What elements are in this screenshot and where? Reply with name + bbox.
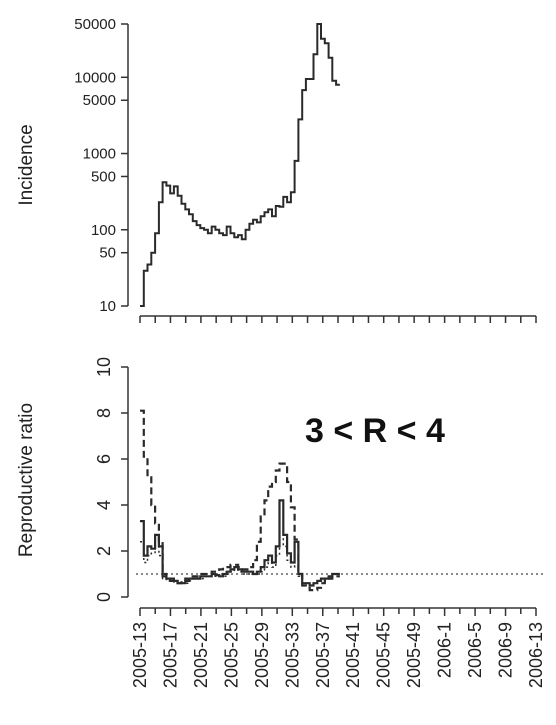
ratio-series-dashed-line [140, 409, 340, 592]
ratio-series-solid-line [140, 499, 340, 587]
incidence-y-tick-label: 50000 [74, 16, 116, 33]
ratio-y-tick-label: 6 [94, 454, 114, 464]
incidence-y-tick-label: 50 [99, 245, 116, 262]
ratio-y-tick-label: 4 [94, 500, 114, 510]
incidence-y-tick-label: 5000 [83, 92, 116, 109]
ratio-y-tick-label: 2 [94, 546, 114, 556]
ratio-x-tick-label: 2005-49 [404, 622, 424, 688]
ratio-x-tick-label: 2005-13 [130, 622, 150, 688]
ratio-x-tick-label: 2006-9 [496, 622, 516, 678]
ratio-x-tick-label: 2005-37 [313, 622, 333, 688]
incidence-y-tick-label: 1000 [83, 146, 116, 163]
ratio-y-tick-label: 0 [94, 592, 114, 602]
incidence-y-tick-label: 10 [99, 298, 116, 315]
r-range-annotation: 3 < R < 4 [305, 412, 445, 450]
incidence-y-axis-label: Incidence [16, 124, 37, 205]
ratio-series-dotted-line [140, 522, 340, 587]
ratio-y-tick-label: 8 [94, 408, 114, 418]
ratio-x-tick-label: 2006-5 [465, 622, 485, 678]
incidence-y-tick-label: 10000 [74, 69, 116, 86]
ratio-x-tick-label: 2005-29 [252, 622, 272, 688]
reproductive-ratio-panel: 0 2 4 6 8 10 2005-13 2005-17 2005-21 2005-25 2005… [16, 357, 546, 688]
ratio-x-tick-label: 2005-25 [221, 622, 241, 688]
incidence-y-tick-label: 500 [91, 168, 116, 185]
ratio-x-tick-label: 2006-13 [526, 622, 546, 688]
incidence-y-tick-label: 100 [91, 222, 116, 239]
incidence-panel: 10 50 100 500 1000 5000 10000 50000 Incidence [16, 16, 537, 323]
ratio-x-tick-label: 2005-41 [343, 622, 363, 688]
ratio-x-tick-label: 2005-17 [160, 622, 180, 688]
ratio-x-tick-label: 2005-33 [282, 622, 302, 688]
reproductive-ratio-y-axis-label: Reproductive ratio [16, 403, 37, 557]
ratio-y-tick-label: 10 [94, 357, 114, 377]
incidence-series-line [140, 23, 340, 307]
ratio-x-tick-label: 2005-21 [191, 622, 211, 688]
ratio-x-tick-label: 2005-45 [374, 622, 394, 688]
ratio-x-tick-label: 2006-1 [435, 622, 455, 678]
